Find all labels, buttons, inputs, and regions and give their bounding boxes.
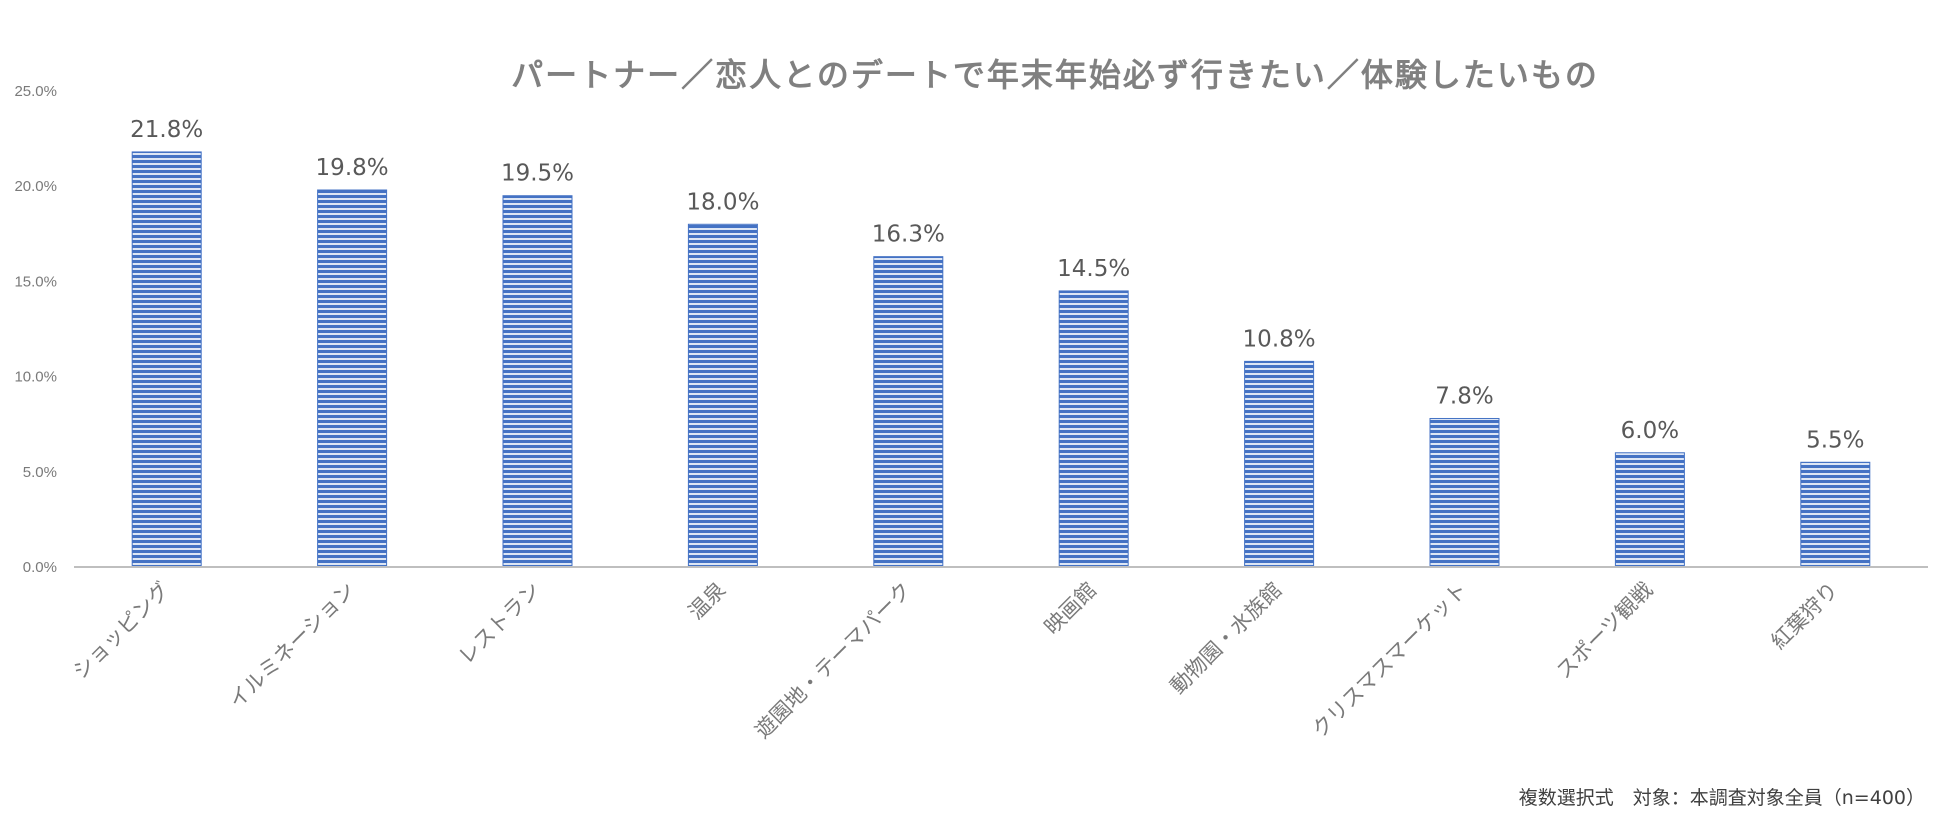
bar xyxy=(1429,417,1500,568)
x-tick-label: スポーツ観戦 xyxy=(1552,578,1658,684)
y-tick-label: 10.0% xyxy=(14,369,57,386)
data-label: 19.5% xyxy=(501,161,574,187)
x-tick-label: 映画館 xyxy=(1040,578,1102,640)
data-label: 6.0% xyxy=(1621,418,1679,444)
y-tick-label: 15.0% xyxy=(14,273,57,290)
data-label: 18.0% xyxy=(686,189,759,215)
chart-title: パートナー／恋人とのデートで年末年始必ず行きたい／体験したいもの xyxy=(511,56,1599,94)
x-axis: ショッピング イルミネーション レストラン 温泉 遊園地・テーマパーク 映画館 動物園・水族… xyxy=(68,578,1843,743)
bar xyxy=(1614,452,1685,568)
y-tick-label: 0.0% xyxy=(23,559,57,576)
bar xyxy=(502,195,573,568)
bars xyxy=(131,151,1871,568)
data-label: 14.5% xyxy=(1057,256,1130,282)
bar xyxy=(131,151,202,568)
x-tick-label: ショッピング xyxy=(68,578,174,684)
x-tick-label: 紅葉狩り xyxy=(1766,578,1842,654)
bar xyxy=(317,189,388,568)
data-labels: 21.8% 19.8% 19.5% 18.0% 16.3% 14.5% 10.8% 7.8% 6… xyxy=(130,117,1864,453)
x-tick-label: 動物園・水族館 xyxy=(1166,578,1287,699)
x-tick-label: イルミネーション xyxy=(224,578,359,713)
data-label: 7.8% xyxy=(1435,383,1493,409)
bar xyxy=(1800,461,1871,568)
x-tick-label: クリスマスマーケット xyxy=(1307,578,1472,743)
x-tick-label: レストラン xyxy=(454,578,545,669)
data-label: 16.3% xyxy=(872,222,945,248)
bar xyxy=(873,256,944,568)
data-label: 10.8% xyxy=(1243,326,1316,352)
x-tick-label: 温泉 xyxy=(684,578,731,625)
x-tick-label: 遊園地・テーマパーク xyxy=(750,578,915,743)
y-tick-label: 20.0% xyxy=(14,178,57,195)
y-axis: 0.0% 5.0% 10.0% 15.0% 20.0% 25.0% xyxy=(14,83,57,576)
bar xyxy=(1244,360,1315,568)
data-label: 21.8% xyxy=(130,117,203,143)
bar xyxy=(1058,290,1129,568)
y-tick-label: 25.0% xyxy=(14,83,57,100)
data-label: 19.8% xyxy=(316,155,389,181)
bar xyxy=(687,223,758,568)
footnote: 複数選択式 対象：本調査対象全員（n=400） xyxy=(1519,787,1925,809)
data-label: 5.5% xyxy=(1806,427,1864,453)
y-tick-label: 5.0% xyxy=(23,464,57,481)
